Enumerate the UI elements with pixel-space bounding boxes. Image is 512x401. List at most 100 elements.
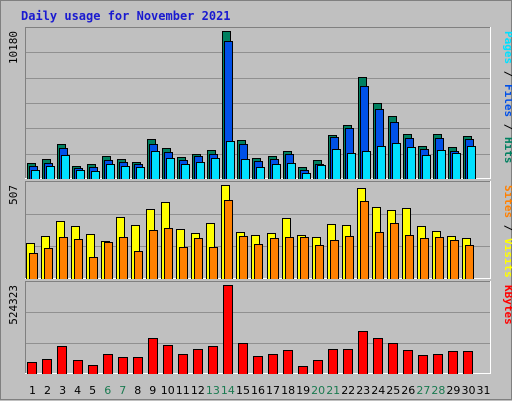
bar-sites-4 bbox=[74, 239, 83, 279]
bar-pages-4-body bbox=[76, 170, 85, 179]
bar-files-23-body bbox=[360, 86, 369, 179]
bar-kbytes-10-body bbox=[163, 345, 173, 374]
bar-pages-11-body bbox=[181, 164, 190, 179]
bar-kbytes-5 bbox=[88, 365, 98, 374]
legend-part: Sites bbox=[502, 185, 512, 218]
bar-kbytes-15 bbox=[238, 343, 248, 374]
x-tick-label-14: 14 bbox=[221, 384, 235, 397]
bar-sites-21 bbox=[330, 240, 339, 279]
x-tick-label-24: 24 bbox=[371, 384, 385, 397]
bar-sites-15-body bbox=[239, 236, 248, 279]
bar-pages-29 bbox=[452, 153, 461, 179]
x-tick-label-8: 8 bbox=[134, 384, 141, 397]
bar-pages-7 bbox=[121, 166, 130, 179]
legend-part: / bbox=[502, 117, 512, 137]
bar-kbytes-6 bbox=[103, 354, 113, 374]
bar-sites-27 bbox=[420, 238, 429, 279]
bar-kbytes-14-body bbox=[223, 285, 233, 374]
x-tick-label-18: 18 bbox=[281, 384, 295, 397]
panel-hits-files-pages: 10180 Pages / Files / Hits bbox=[7, 27, 512, 179]
bar-pages-26 bbox=[407, 147, 416, 179]
bar-kbytes-1 bbox=[27, 362, 37, 374]
x-tick-label-1: 1 bbox=[29, 384, 36, 397]
bar-sites-14-body bbox=[224, 200, 233, 279]
bar-pages-9 bbox=[151, 151, 160, 179]
bar-kbytes-8 bbox=[133, 357, 143, 374]
bar-kbytes-10 bbox=[163, 345, 173, 374]
bar-sites-8 bbox=[134, 251, 143, 279]
bar-pages-12 bbox=[196, 162, 205, 179]
bar-sites-25 bbox=[390, 223, 399, 279]
bar-sites-18-body bbox=[285, 237, 294, 279]
bar-sites-27-body bbox=[420, 238, 429, 279]
bar-kbytes-3-body bbox=[57, 346, 67, 374]
bar-sites-16 bbox=[254, 244, 263, 279]
bar-pages-7-body bbox=[121, 166, 130, 179]
bar-kbytes-15-body bbox=[238, 343, 248, 374]
bar-pages-15-body bbox=[241, 159, 250, 179]
bar-sites-22-body bbox=[345, 236, 354, 279]
x-tick-label-15: 15 bbox=[236, 384, 250, 397]
bar-sites-7 bbox=[119, 237, 128, 279]
x-tick-label-28: 28 bbox=[431, 384, 445, 397]
bar-sites-17-body bbox=[270, 238, 279, 279]
bar-sites-11-body bbox=[179, 247, 188, 279]
bar-kbytes-21 bbox=[328, 349, 338, 374]
bar-sites-17 bbox=[270, 238, 279, 279]
bar-sites-20 bbox=[315, 245, 324, 279]
bar-kbytes-6-body bbox=[103, 354, 113, 374]
bar-pages-22-body bbox=[347, 153, 356, 179]
bar-kbytes-9-body bbox=[148, 338, 158, 374]
panel-visits-sites: 507 Sites / Visits bbox=[7, 181, 512, 279]
bar-kbytes-23 bbox=[358, 331, 368, 374]
bar-sites-14 bbox=[224, 200, 233, 279]
bar-kbytes-7 bbox=[118, 357, 128, 374]
x-tick-label-12: 12 bbox=[191, 384, 205, 397]
bar-pages-4 bbox=[76, 170, 85, 179]
chart-title: Daily usage for November 2021 bbox=[21, 9, 231, 23]
bar-sites-6 bbox=[104, 242, 113, 279]
x-tick-label-26: 26 bbox=[401, 384, 415, 397]
legend-part: KBytes bbox=[502, 285, 512, 325]
bar-kbytes-25 bbox=[388, 343, 398, 374]
bar-sites-2-body bbox=[44, 248, 53, 279]
bar-kbytes-2-body bbox=[42, 359, 52, 374]
bar-kbytes-26 bbox=[403, 350, 413, 374]
bar-kbytes-21-body bbox=[328, 349, 338, 374]
x-tick-label-27: 27 bbox=[416, 384, 430, 397]
bar-kbytes-14 bbox=[223, 285, 233, 374]
bar-pages-21-body bbox=[332, 149, 341, 179]
x-tick-label-10: 10 bbox=[161, 384, 175, 397]
bar-pages-28-body bbox=[437, 150, 446, 179]
x-tick-label-21: 21 bbox=[326, 384, 340, 397]
bar-kbytes-2 bbox=[42, 359, 52, 374]
bar-kbytes-18-body bbox=[283, 350, 293, 374]
bar-pages-2 bbox=[46, 166, 55, 179]
bar-pages-10 bbox=[166, 158, 175, 179]
x-tick-label-6: 6 bbox=[104, 384, 111, 397]
bar-kbytes-18 bbox=[283, 350, 293, 374]
bar-sites-23-body bbox=[360, 201, 369, 279]
bar-sites-10-body bbox=[164, 228, 173, 279]
bar-sites-15 bbox=[239, 236, 248, 279]
legend-hits-files-pages: Pages / Files / Hits bbox=[502, 31, 512, 164]
bar-kbytes-26-body bbox=[403, 350, 413, 374]
bar-sites-24 bbox=[375, 232, 384, 279]
bar-pages-1-body bbox=[31, 170, 40, 179]
bar-kbytes-22 bbox=[343, 349, 353, 374]
bar-sites-8-body bbox=[134, 251, 143, 279]
bar-kbytes-19 bbox=[298, 366, 308, 374]
bar-pages-5 bbox=[91, 171, 100, 179]
x-tick-label-30: 30 bbox=[462, 384, 476, 397]
bar-sites-28 bbox=[435, 237, 444, 279]
bar-pages-25-body bbox=[392, 143, 401, 179]
bar-sites-13-body bbox=[209, 247, 218, 279]
bar-kbytes-16-body bbox=[253, 356, 263, 374]
bar-pages-23-body bbox=[362, 151, 371, 179]
bar-pages-27 bbox=[422, 155, 431, 179]
bar-kbytes-20 bbox=[313, 360, 323, 374]
legend-kbytes: KBytes bbox=[502, 285, 512, 325]
bar-kbytes-25-body bbox=[388, 343, 398, 374]
bar-pages-10-body bbox=[166, 158, 175, 179]
